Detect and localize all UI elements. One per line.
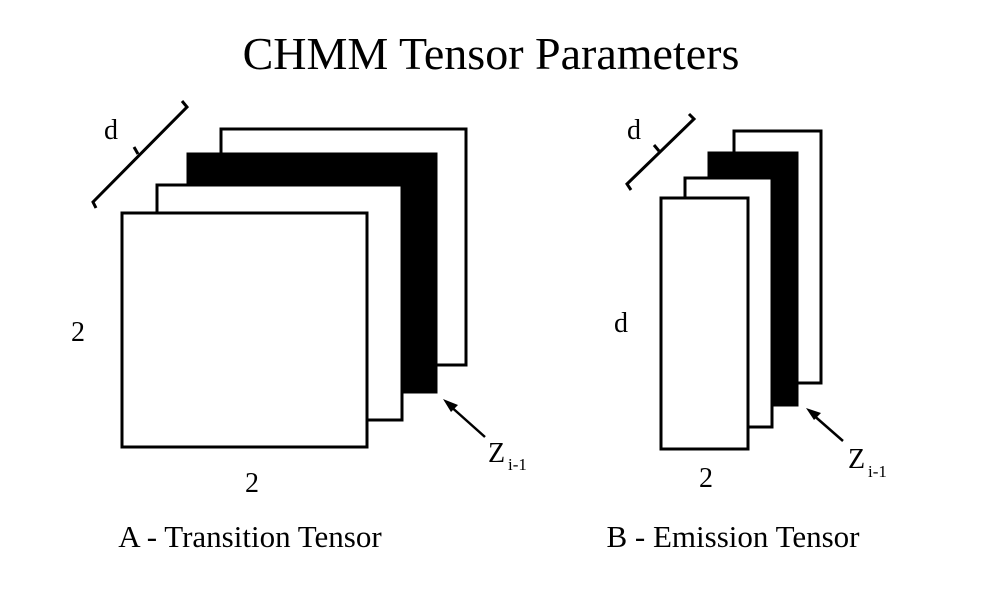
arrow xyxy=(443,399,486,438)
arrow xyxy=(806,408,844,442)
emission-tensor: d d 2 Z i-1 B - Emission Tensor xyxy=(606,112,887,554)
width-label: 2 xyxy=(245,468,259,499)
caption: B - Emission Tensor xyxy=(606,519,860,554)
slice-label: Z xyxy=(488,438,505,469)
depth-label: d xyxy=(627,115,641,146)
depth-bracket xyxy=(625,112,697,191)
height-label: 2 xyxy=(71,317,85,348)
depth-bracket xyxy=(91,100,190,209)
slice-front xyxy=(659,196,750,451)
depth-label: d xyxy=(104,115,118,146)
caption: A - Transition Tensor xyxy=(118,519,382,554)
width-label: 2 xyxy=(699,463,713,494)
diagram-title: CHMM Tensor Parameters xyxy=(242,28,740,79)
slice-subscript: i-1 xyxy=(508,455,527,474)
transition-tensor: d 2 2 Z i-1 A - Transition Tensor xyxy=(71,100,527,554)
height-label: d xyxy=(614,308,628,339)
slice-front xyxy=(120,211,369,449)
slice-label: Z xyxy=(848,444,865,475)
slice-subscript: i-1 xyxy=(868,462,887,481)
